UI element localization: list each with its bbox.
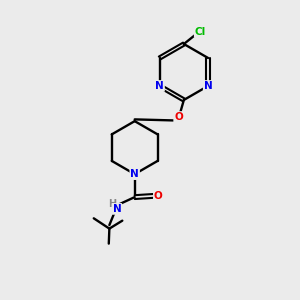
Text: O: O xyxy=(154,191,163,201)
Text: H: H xyxy=(108,199,116,209)
Text: N: N xyxy=(112,204,122,214)
Text: N: N xyxy=(130,169,139,179)
Text: O: O xyxy=(174,112,183,122)
Text: N: N xyxy=(204,81,212,91)
Text: Cl: Cl xyxy=(195,27,206,37)
Text: N: N xyxy=(155,81,164,91)
